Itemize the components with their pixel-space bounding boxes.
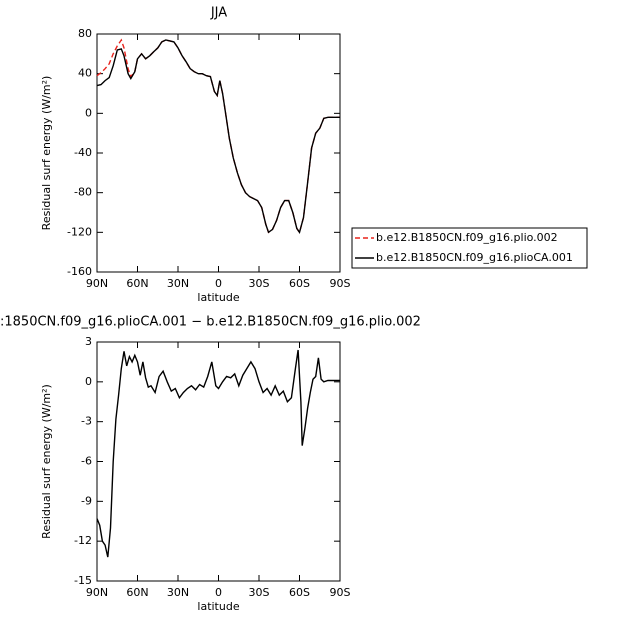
- x-axis-label: latitude: [197, 600, 239, 613]
- chart-title: :1850CN.f09_g16.plioCA.001 − b.e12.B1850…: [0, 315, 421, 330]
- plot-frame: [96, 341, 341, 582]
- data-line: [96, 38, 340, 234]
- y-tick-label: 80: [78, 27, 92, 40]
- x-tick-label: 30S: [249, 586, 270, 599]
- x-tick-label: 60S: [289, 277, 310, 290]
- y-tick-label: 0: [85, 106, 92, 119]
- plot-frame: [96, 33, 341, 273]
- y-tick-label: -12: [74, 534, 92, 547]
- x-tick-label: 60N: [126, 277, 148, 290]
- y-tick-label: 3: [85, 335, 92, 348]
- y-tick-label: -40: [74, 146, 92, 159]
- y-tick-label: -15: [74, 574, 92, 587]
- x-tick-label: 90N: [86, 586, 108, 599]
- x-tick-label: 0: [215, 586, 222, 599]
- x-tick-label: 30N: [167, 586, 189, 599]
- x-tick-label: 60S: [289, 586, 310, 599]
- x-tick-label: 30S: [249, 277, 270, 290]
- data-line: [96, 349, 340, 558]
- x-tick-label: 90N: [86, 277, 108, 290]
- y-tick-label: -3: [81, 415, 92, 428]
- y-tick-label: -9: [81, 494, 92, 507]
- y-tick-label: -160: [67, 265, 92, 278]
- y-tick-label: -120: [67, 225, 92, 238]
- data-line: [96, 39, 340, 234]
- x-tick-label: 60N: [126, 586, 148, 599]
- x-axis-label: latitude: [197, 291, 239, 304]
- legend-label: b.e12.B1850CN.f09_g16.plioCA.001: [376, 251, 573, 264]
- x-tick-label: 90S: [330, 586, 351, 599]
- x-tick-label: 0: [215, 277, 222, 290]
- y-tick-label: -6: [81, 455, 92, 468]
- y-tick-label: 0: [85, 375, 92, 388]
- chart-title: JJA: [210, 6, 227, 21]
- y-tick-label: 40: [78, 67, 92, 80]
- legend-box: [351, 227, 588, 269]
- x-tick-label: 30N: [167, 277, 189, 290]
- legend-label: b.e12.B1850CN.f09_g16.plio.002: [376, 231, 558, 244]
- x-tick-label: 90S: [330, 277, 351, 290]
- y-tick-label: -80: [74, 186, 92, 199]
- y-axis-label: Residual surf energy (W/m²): [40, 76, 53, 231]
- y-axis-label: Residual surf energy (W/m²): [40, 384, 53, 539]
